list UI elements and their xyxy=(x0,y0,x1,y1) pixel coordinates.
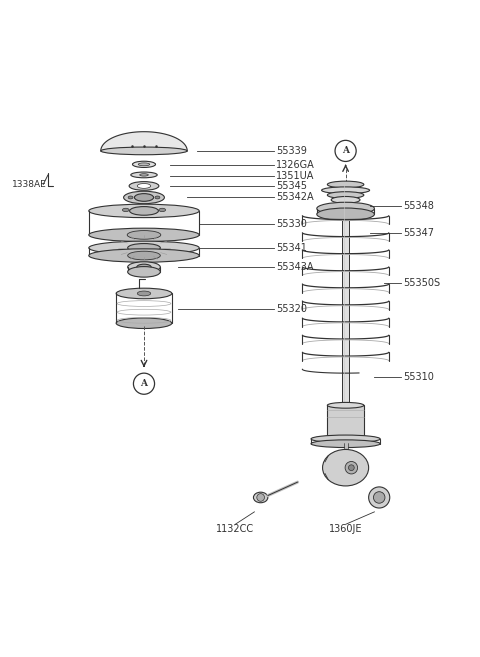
Ellipse shape xyxy=(311,435,380,443)
Ellipse shape xyxy=(323,449,369,486)
Polygon shape xyxy=(327,405,364,439)
Circle shape xyxy=(345,461,358,474)
Text: 55345: 55345 xyxy=(276,181,307,191)
Ellipse shape xyxy=(253,492,268,503)
Polygon shape xyxy=(342,185,349,405)
Text: 55341: 55341 xyxy=(276,243,307,253)
Ellipse shape xyxy=(129,181,159,191)
Ellipse shape xyxy=(124,191,164,204)
Ellipse shape xyxy=(155,196,160,199)
Text: 1351UA: 1351UA xyxy=(276,171,314,181)
Ellipse shape xyxy=(128,196,133,199)
Ellipse shape xyxy=(89,204,199,217)
Ellipse shape xyxy=(317,208,374,221)
Ellipse shape xyxy=(89,249,199,262)
Text: 1338AE: 1338AE xyxy=(12,180,47,189)
Ellipse shape xyxy=(311,440,380,447)
Text: 55343A: 55343A xyxy=(276,262,313,272)
Ellipse shape xyxy=(116,318,172,328)
Text: 55348: 55348 xyxy=(403,200,434,211)
Circle shape xyxy=(373,491,385,503)
Circle shape xyxy=(335,141,356,162)
Text: 55320: 55320 xyxy=(276,304,307,314)
Polygon shape xyxy=(101,131,187,151)
Ellipse shape xyxy=(138,163,150,166)
Ellipse shape xyxy=(137,264,151,270)
Ellipse shape xyxy=(317,202,374,215)
Ellipse shape xyxy=(327,181,364,188)
Text: 55342A: 55342A xyxy=(276,192,313,202)
Text: A: A xyxy=(141,379,147,388)
Text: 1326GA: 1326GA xyxy=(276,160,315,170)
Ellipse shape xyxy=(116,288,172,299)
Circle shape xyxy=(369,487,390,508)
Ellipse shape xyxy=(137,291,151,296)
Ellipse shape xyxy=(128,261,160,273)
Text: 55350S: 55350S xyxy=(403,278,440,288)
Ellipse shape xyxy=(127,231,161,239)
Ellipse shape xyxy=(131,172,157,178)
Ellipse shape xyxy=(137,183,151,189)
Ellipse shape xyxy=(159,208,166,212)
Ellipse shape xyxy=(134,194,154,201)
Ellipse shape xyxy=(331,196,360,203)
Circle shape xyxy=(348,464,354,470)
Ellipse shape xyxy=(140,173,148,176)
Ellipse shape xyxy=(89,228,199,242)
Ellipse shape xyxy=(132,161,156,168)
Ellipse shape xyxy=(322,187,370,194)
Text: 55310: 55310 xyxy=(403,373,434,382)
Ellipse shape xyxy=(128,251,160,260)
Circle shape xyxy=(257,493,264,501)
Text: 55330: 55330 xyxy=(276,219,307,229)
Ellipse shape xyxy=(128,267,160,277)
Circle shape xyxy=(133,373,155,394)
Ellipse shape xyxy=(327,192,364,198)
Text: 55339: 55339 xyxy=(276,146,307,156)
Ellipse shape xyxy=(128,244,160,252)
Ellipse shape xyxy=(101,147,187,155)
Text: 1132CC: 1132CC xyxy=(216,524,254,534)
Text: 55347: 55347 xyxy=(403,227,434,237)
Text: A: A xyxy=(342,147,349,156)
Text: 1360JE: 1360JE xyxy=(329,524,362,534)
Ellipse shape xyxy=(327,403,364,408)
Ellipse shape xyxy=(130,206,158,215)
Ellipse shape xyxy=(89,241,199,254)
Ellipse shape xyxy=(122,208,129,212)
